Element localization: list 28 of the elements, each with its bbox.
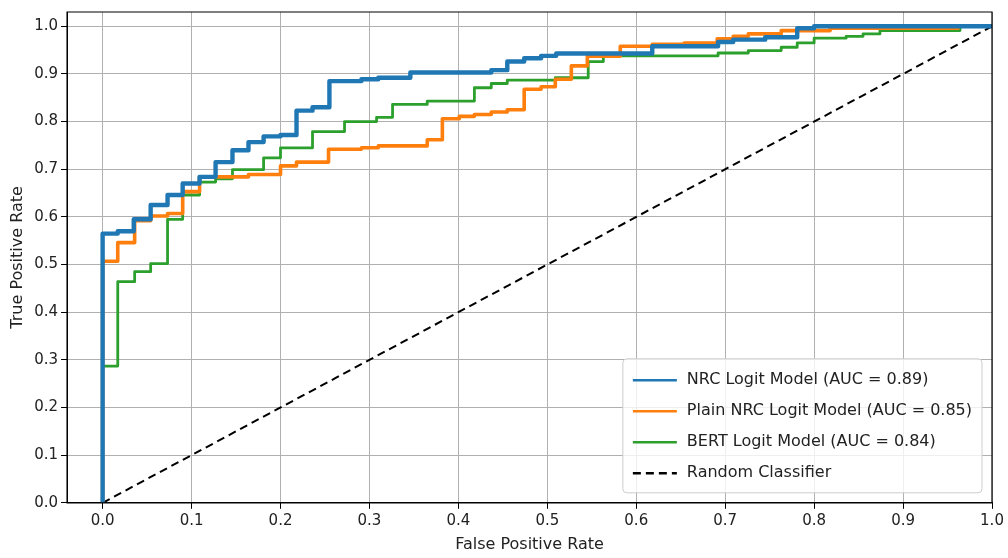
y-tick-label: 0.7 [34, 159, 59, 178]
y-axis-title: True Positive Rate [6, 186, 26, 330]
y-tick-label: 0.6 [34, 206, 59, 225]
x-tick-label: 1.0 [980, 510, 1004, 529]
y-tick-label: 0.0 [34, 492, 59, 511]
x-tick-label: 0.9 [891, 510, 915, 529]
x-tick-label: 0.1 [179, 510, 204, 529]
y-tick-label: 0.5 [34, 254, 59, 273]
x-tick-label: 0.4 [446, 510, 471, 529]
y-tick-label: 0.9 [34, 63, 59, 82]
x-tick-label: 0.6 [624, 510, 649, 529]
y-tick-label: 0.4 [34, 302, 59, 321]
legend-label: Plain NRC Logit Model (AUC = 0.85) [686, 400, 972, 420]
x-tick-label: 0.0 [90, 510, 115, 529]
x-tick-label: 0.7 [713, 510, 738, 529]
x-tick-label: 0.8 [802, 510, 827, 529]
y-tick-label: 0.3 [34, 349, 59, 368]
legend-label: Random Classifier [686, 462, 832, 482]
y-tick-label: 1.0 [34, 16, 59, 35]
y-tick-label: 0.1 [34, 445, 59, 464]
legend-label: NRC Logit Model (AUC = 0.89) [686, 369, 929, 389]
y-tick-label: 0.8 [34, 111, 59, 130]
x-axis-title: False Positive Rate [455, 533, 604, 553]
x-tick-label: 0.3 [357, 510, 382, 529]
y-tick-label: 0.2 [34, 397, 59, 416]
legend-label: BERT Logit Model (AUC = 0.84) [686, 431, 936, 451]
x-tick-label: 0.5 [535, 510, 560, 529]
x-tick-label: 0.2 [268, 510, 293, 529]
